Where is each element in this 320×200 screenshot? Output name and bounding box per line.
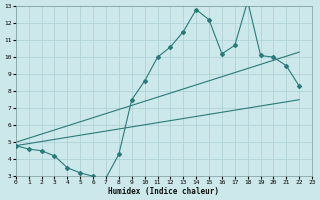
X-axis label: Humidex (Indice chaleur): Humidex (Indice chaleur) [108, 187, 220, 196]
